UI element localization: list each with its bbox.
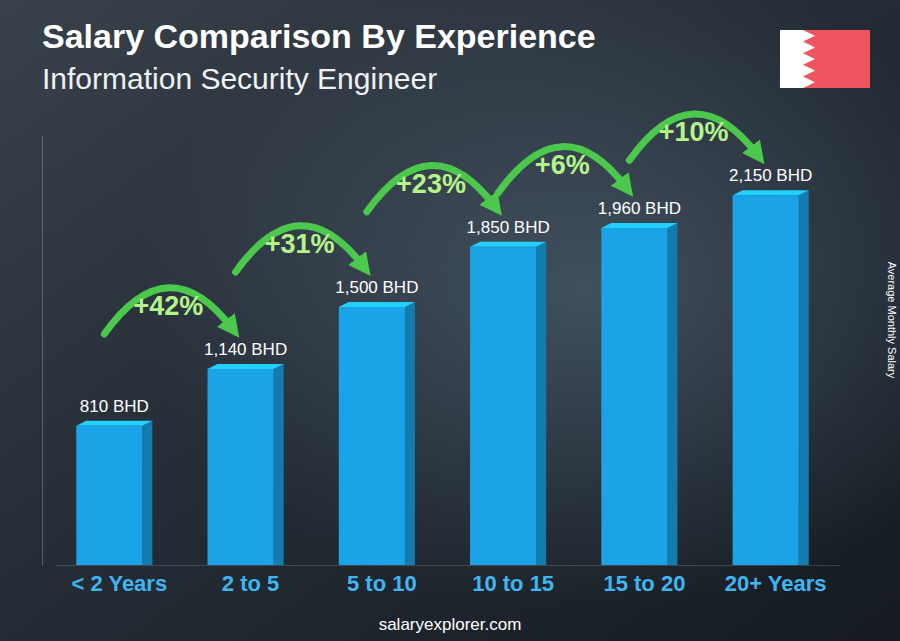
change-arrow [236, 226, 364, 272]
bar [339, 307, 405, 565]
bar-group [601, 223, 677, 565]
bar-group [733, 190, 809, 565]
bar-group [76, 421, 152, 565]
source: salaryexplorer.com [379, 615, 522, 634]
background-glow [0, 0, 900, 641]
change-label: +31% [265, 229, 335, 259]
data-label: 810 BHD [80, 397, 149, 416]
change-arrow [498, 147, 626, 193]
x-tick-label: 5 to 10 [347, 571, 417, 596]
subtitle: Information Security Engineer [42, 62, 437, 95]
bar-side [405, 302, 415, 565]
bar-side [142, 421, 152, 565]
flag-white [780, 30, 870, 88]
change-arrow [629, 114, 757, 160]
data-label: 1,140 BHD [204, 340, 287, 359]
bar-top [76, 421, 152, 426]
bar-group [470, 242, 546, 565]
y-axis [42, 136, 43, 566]
title: Salary Comparison By Experience [42, 17, 596, 55]
chart: Salary Comparison By Experience Informati… [0, 0, 900, 641]
x-tick-label: 2 to 5 [222, 571, 279, 596]
change-label: +23% [396, 169, 466, 199]
change-label: +10% [659, 117, 729, 147]
bar-side [799, 190, 809, 565]
x-tick-label: 15 to 20 [603, 571, 685, 596]
x-tick: 20+ Years [725, 565, 827, 596]
bar [76, 426, 142, 565]
change-label: +42% [134, 291, 204, 321]
bar-group [208, 364, 284, 565]
bar-side [274, 364, 284, 565]
x-tick-label: < 2 Years [72, 571, 168, 596]
background [0, 0, 900, 641]
bar [470, 247, 536, 565]
bar [601, 228, 667, 565]
data-label: 2,150 BHD [729, 166, 812, 185]
x-tick-label: 20+ Years [725, 571, 827, 596]
bar-side [536, 242, 546, 565]
bar-top [339, 302, 415, 307]
bar [208, 369, 274, 565]
x-axis: < 2 Years 2 to 5 5 to 10 10 to 15 15 to 20 20… [56, 565, 841, 596]
bar-top [601, 223, 677, 228]
x-tick: 5 to 10 [347, 565, 417, 596]
x-tick: 2 to 5 [222, 565, 279, 596]
x-tick: < 2 Years [72, 565, 168, 596]
change-arrow [104, 288, 232, 334]
x-axis-line [56, 565, 841, 566]
y-axis-title: Average Monthly Salary [886, 262, 898, 379]
bar-top [470, 242, 546, 247]
data-label: 1,500 BHD [335, 278, 418, 297]
y-axis-line [42, 136, 43, 566]
bar-group [339, 302, 415, 565]
x-tick: 15 to 20 [603, 565, 685, 596]
bar-top [208, 364, 284, 369]
change-arrow [367, 166, 495, 212]
x-tick: 10 to 15 [472, 565, 554, 596]
bar-top [733, 190, 809, 195]
bar-side [667, 223, 677, 565]
change-label: +6% [535, 150, 590, 180]
bar [733, 195, 799, 565]
x-tick-label: 10 to 15 [472, 571, 554, 596]
flag [780, 30, 870, 88]
data-label: 1,960 BHD [598, 199, 681, 218]
flag-red [803, 30, 870, 88]
data-label: 1,850 BHD [467, 218, 550, 237]
bars [76, 190, 808, 565]
